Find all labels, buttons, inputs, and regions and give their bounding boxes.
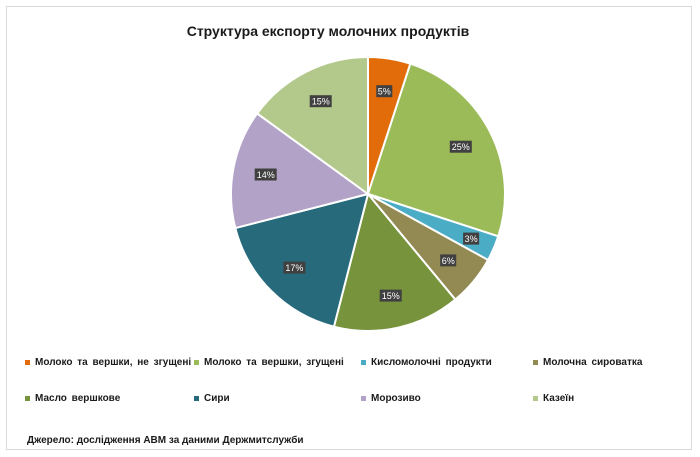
svg-text:15%: 15% [382, 291, 400, 301]
svg-text:14%: 14% [257, 170, 275, 180]
pie-slice-6 [230, 112, 371, 230]
svg-text:25%: 25% [452, 142, 470, 152]
source-note: Джерело: дослідження АВМ за даними Держм… [27, 435, 304, 446]
data-label-5: 17% [283, 261, 306, 274]
pie-slice-7 [255, 55, 369, 196]
data-label-7: 15% [309, 95, 332, 108]
chart-title: Структура експорту молочних продуктів [186, 23, 470, 39]
svg-text:5%: 5% [378, 87, 391, 97]
data-label-6: 14% [254, 168, 277, 181]
pie-chart: 5% 25% 3% 6% 15% 17% 14% 15% [230, 55, 506, 332]
pie-slice-1 [366, 62, 506, 238]
svg-text:17%: 17% [285, 263, 303, 273]
svg-text:15%: 15% [312, 97, 330, 107]
chart-area: Структура експорту молочних продуктів 5%… [6, 6, 692, 450]
data-label-0: 5% [376, 85, 393, 98]
data-label-4: 15% [379, 289, 402, 302]
pie-slice-5 [234, 192, 370, 328]
svg-text:6%: 6% [442, 256, 455, 266]
data-label-1: 25% [449, 140, 472, 153]
data-label-3: 6% [440, 254, 457, 267]
svg-text:3%: 3% [465, 234, 478, 244]
pie-slice-4 [332, 191, 457, 332]
data-label-2: 3% [463, 232, 480, 245]
